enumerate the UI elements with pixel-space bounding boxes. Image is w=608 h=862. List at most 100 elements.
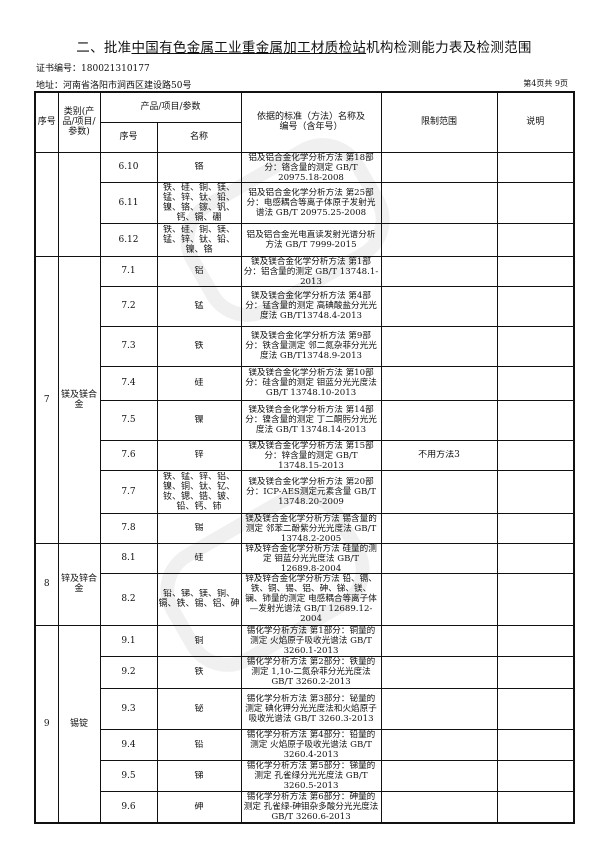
item-limit <box>380 728 498 761</box>
group-category: 镁及镁合金 <box>57 255 101 544</box>
item-name: 铋 <box>156 687 242 730</box>
table-row: 7.7 铁、锰、锌、铝、镍、铜、钛、钇、钕、锶、锆、铍、铅、钙、铈 镁及镁合金化学分… <box>35 469 575 514</box>
item-name: 铜 <box>156 624 242 657</box>
header-product-group: 产品/项目/参数 <box>99 91 242 123</box>
group-category: 锌及锌合金 <box>57 542 101 626</box>
item-name: 硅 <box>156 365 242 401</box>
table-row: 7.2 锰镁及镁合金化学分析方法 第4部分：锰含量的测定 高碘酸盐分光光度法 GB… <box>35 285 575 327</box>
item-seq: 8.1 <box>99 542 158 574</box>
item-standard: 锡化学分析方法 第2部分：铁量的测定 1,10-二氮杂菲分光光度法 GB/T 3… <box>240 655 382 689</box>
item-limit <box>380 572 498 626</box>
item-limit: 不用方法3 <box>380 439 498 471</box>
item-note <box>496 624 575 657</box>
item-limit <box>380 542 498 574</box>
table-row: 9 锡锭 9.1 铜锡化学分析方法 第1部分：铜量的测定 火焰原子吸收光谱法 GB/T… <box>34 624 575 823</box>
item-name: 锑 <box>156 759 242 792</box>
item-limit <box>380 365 498 401</box>
item-limit <box>380 325 498 367</box>
group-seq: 8 <box>34 542 59 626</box>
header-limit: 限制范围 <box>380 91 498 153</box>
item-seq: 9.4 <box>99 728 158 761</box>
page-title: 二、批准中国有色金属工业重金属加工材质检站机构检测能力表及检测范围 <box>76 40 532 56</box>
table-row: 8 锌及锌合金 8.1 硅锌及锌合金化学分析方法 硅量的测定 钼蓝分光光度法 GB/T… <box>34 542 575 626</box>
item-note <box>496 255 575 287</box>
item-seq: 7.5 <box>99 399 158 441</box>
item-standard: 镁及镁合金化学分析方法 第1部分：铝含量的测定 GB/T 13748.1-201… <box>240 255 382 287</box>
header-category: 类别(产品/项目/参数) <box>57 91 101 153</box>
item-note <box>496 222 575 257</box>
item-limit <box>380 687 498 730</box>
item-note <box>496 469 575 514</box>
table-row: 9.3 铋锡化学分析方法 第3部分：铋量的测定 碘化钾分光光度法和火焰原子吸收光谱… <box>35 687 575 730</box>
page-info: 第4页共 9页 <box>523 79 568 88</box>
item-standard: 镁及镁合金化学分析方法 锡含量的测定 邻苯二酚紫分光光度法 GB/T 13748… <box>240 512 382 544</box>
item-limit <box>380 181 498 224</box>
item-name: 砷 <box>156 790 242 823</box>
item-note <box>496 542 575 574</box>
item-seq: 7.6 <box>99 439 158 471</box>
item-limit <box>380 655 498 689</box>
item-seq: 6.12 <box>99 222 158 257</box>
item-name: 铁、硅、铜、镁、锰、锌、钛、铅、镍、铬、镓、钒、钙、镉、硼 <box>156 181 242 224</box>
header-name: 名称 <box>156 121 242 153</box>
item-limit <box>380 790 498 823</box>
item-note <box>496 512 575 544</box>
item-seq: 7.7 <box>99 469 158 514</box>
item-note <box>496 572 575 626</box>
item-name: 铁、硅、铜、镁、锰、锌、钛、铅、镍、铬 <box>156 222 242 257</box>
item-seq: 9.5 <box>99 759 158 792</box>
header-note: 说明 <box>496 91 575 153</box>
item-seq: 9.3 <box>99 687 158 730</box>
item-note <box>496 687 575 730</box>
item-standard: 铝及铝合金化学分析方法 第18部分：铬含量的测定 GB/T 20975.18-2… <box>240 151 382 183</box>
item-name: 铁 <box>156 325 242 367</box>
item-standard: 锌及锌合金化学分析方法 铅、镉、铁、铜、锡、铝、砷、锑、镁、镧、铈量的测定 电感… <box>240 572 382 626</box>
item-seq: 6.11 <box>99 181 158 224</box>
item-seq: 8.2 <box>99 572 158 626</box>
group-category <box>57 151 101 257</box>
header-seq: 序号 <box>34 91 59 153</box>
capability-table: 序号 类别(产品/项目/参数) 产品/项目/参数 依据的标准（方法）名称及编号（… <box>34 91 576 824</box>
item-name: 铅 <box>156 728 242 761</box>
item-name: 镍 <box>156 399 242 441</box>
item-name: 铝 <box>156 255 242 287</box>
group-seq <box>34 151 59 257</box>
item-limit <box>380 222 498 257</box>
item-standard: 镁及镁合金化学分析方法 第10部分：硅含量的测定 钼蓝分光光度法 GB/T 13… <box>240 365 382 401</box>
item-standard: 镁及镁合金化学分析方法 第20部分：ICP-AES测定元素含量 GB/T 137… <box>240 469 382 514</box>
item-limit <box>380 512 498 544</box>
item-note <box>496 655 575 689</box>
item-standard: 锡化学分析方法 第1部分：铜量的测定 火焰原子吸收光谱法 GB/T 3260.1… <box>240 624 382 657</box>
item-note <box>496 399 575 441</box>
item-standard: 镁及镁合金化学分析方法 第4部分：锰含量的测定 高碘酸盐分光光度法 GB/T13… <box>240 285 382 327</box>
table-row: 6.12 铁、硅、铜、镁、锰、锌、钛、铅、镍、铬 铝及铝合金光电直读发射光谱分析方法… <box>35 222 575 257</box>
item-seq: 6.10 <box>99 151 158 183</box>
item-standard: 锡化学分析方法 第4部分：铅量的测定 火焰原子吸收光谱法 GB/T 3260.4… <box>240 728 382 761</box>
table-row: 8.2 铅、锑、镁、铜、镉、铁、锡、铝、砷 锌及锌合金化学分析方法 铅、镉、铁、铜、… <box>35 572 575 626</box>
item-seq: 9.6 <box>99 790 158 823</box>
item-note <box>496 151 575 183</box>
item-name: 铁 <box>156 655 242 689</box>
item-seq: 7.2 <box>99 285 158 327</box>
item-standard: 锡化学分析方法 第3部分：铋量的测定 碘化钾分光光度法和火焰原子吸收光谱法 GB… <box>240 687 382 730</box>
item-standard: 铝及铝合金光电直读发射光谱分析方法 GB/T 7999-2015 <box>240 222 382 257</box>
header-standard: 依据的标准（方法）名称及编号（含年号） <box>240 91 382 153</box>
table-row: 6.10 铬铝及铝合金化学分析方法 第18部分：铬含量的测定 GB/T 20975… <box>34 151 575 257</box>
item-standard: 镁及镁合金化学分析方法 第14部分：镍含量的测定 丁二酮肟分光光度法 GB/T … <box>240 399 382 441</box>
header-sub-seq: 序号 <box>99 121 158 153</box>
item-note <box>496 365 575 401</box>
table-row: 7.4 硅镁及镁合金化学分析方法 第10部分：硅含量的测定 钼蓝分光光度法 GB/… <box>35 365 575 401</box>
item-limit <box>380 255 498 287</box>
item-standard: 铝及铝合金化学分析方法 第25部分：电感耦合等离子体原子发射光谱法 GB/T 2… <box>240 181 382 224</box>
item-seq: 7.3 <box>99 325 158 367</box>
item-seq: 7.8 <box>99 512 158 544</box>
table-row: 9.2 铁锡化学分析方法 第2部分：铁量的测定 1,10-二氮杂菲分光光度法 GB… <box>35 655 575 689</box>
item-standard: 锡化学分析方法 第5部分：锑量的测定 孔雀绿分光光度法 GB/T 3260.5-… <box>240 759 382 792</box>
group-seq: 7 <box>34 255 59 544</box>
item-note <box>496 181 575 224</box>
item-name: 铬 <box>156 151 242 183</box>
item-seq: 9.2 <box>99 655 158 689</box>
group-category: 锡锭 <box>57 624 101 823</box>
table-row: 7.3 铁镁及镁合金化学分析方法 第9部分：铁含量测定 邻二氮杂菲分光光度法 GB… <box>35 325 575 367</box>
item-limit <box>380 759 498 792</box>
